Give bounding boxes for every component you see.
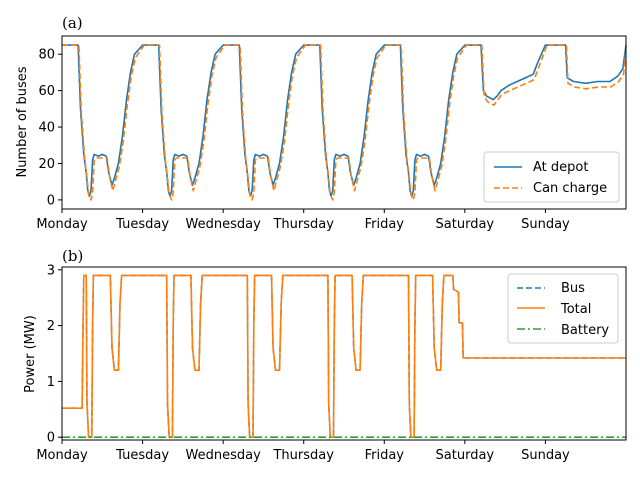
panel-a-frame <box>61 35 627 210</box>
panel-a-ylabel: Number of buses <box>15 66 30 177</box>
panel-b-ytick-label: 3 <box>47 263 55 278</box>
panel-b-ticks: Monday Tuesday Wednesday Thursday Friday Satu… <box>36 263 570 463</box>
panel-a-xtick-label: Wednesday <box>186 217 262 232</box>
panel-b-xtick-label: Thursday <box>272 448 334 463</box>
legend-total-label: Total <box>560 302 591 317</box>
panel-a-series-can-charge <box>62 44 627 201</box>
panel-a-label: (a) <box>62 14 83 32</box>
panel-a-ytick-label: 80 <box>38 48 55 63</box>
panel-a-series-at-depot <box>62 44 627 198</box>
legend-battery-label: Battery <box>561 323 609 338</box>
legend-at-depot-label: At depot <box>533 160 588 175</box>
panel-a-legend: At depot Can charge <box>483 151 620 203</box>
panel-a-xtick-label: Monday <box>36 217 88 232</box>
panel-b-xtick-label: Wednesday <box>186 448 262 463</box>
legend-bus-label: Bus <box>561 281 585 296</box>
panel-a-xtick-label: Tuesday <box>115 217 169 232</box>
panel-a-legend-box <box>483 151 620 203</box>
panel-b-series-total <box>62 274 626 438</box>
panel-a-ytick-label: 0 <box>47 193 55 208</box>
panel-b-xtick-label: Friday <box>365 448 405 463</box>
panel-b-xtick-label: Monday <box>36 448 88 463</box>
panel-b-xtick-label: Tuesday <box>115 448 169 463</box>
panel-a-ticks: Monday Tuesday Wednesday Thursday Friday Satu… <box>36 48 570 232</box>
panel-b-chart: (b) Power (MW) Monday Tuesday Wednesday Thu… <box>23 247 627 463</box>
panel-b-frame <box>61 266 627 441</box>
panel-a-xtick-label: Friday <box>365 217 405 232</box>
panel-a-xtick-label: Sunday <box>521 217 570 232</box>
panel-b-label: (b) <box>62 247 83 265</box>
panel-a-xtick-label: Saturday <box>436 217 495 232</box>
panel-a-ytick-label: 20 <box>38 157 55 172</box>
panel-a-ytick-label: 40 <box>38 121 55 136</box>
panel-a-chart: (a) Number of buses Monday Tuesday Wednesd… <box>15 14 627 232</box>
panel-b-series <box>62 274 626 438</box>
panel-b-legend: Bus Total Battery <box>507 273 619 344</box>
panel-b-xtick-label: Sunday <box>521 448 570 463</box>
panel-b-ytick-label: 0 <box>47 431 55 446</box>
panel-b-legend-box <box>507 273 619 344</box>
panel-b-ylabel: Power (MW) <box>23 315 38 393</box>
legend-can-charge-label: Can charge <box>533 181 607 196</box>
panel-a-xtick-label: Thursday <box>272 217 334 232</box>
panel-b-xtick-label: Saturday <box>436 448 495 463</box>
panel-b-ytick-label: 2 <box>47 319 55 334</box>
panel-a-ytick-label: 60 <box>38 84 55 99</box>
panel-a-series <box>62 44 627 201</box>
panel-b-ytick-label: 1 <box>47 375 55 390</box>
